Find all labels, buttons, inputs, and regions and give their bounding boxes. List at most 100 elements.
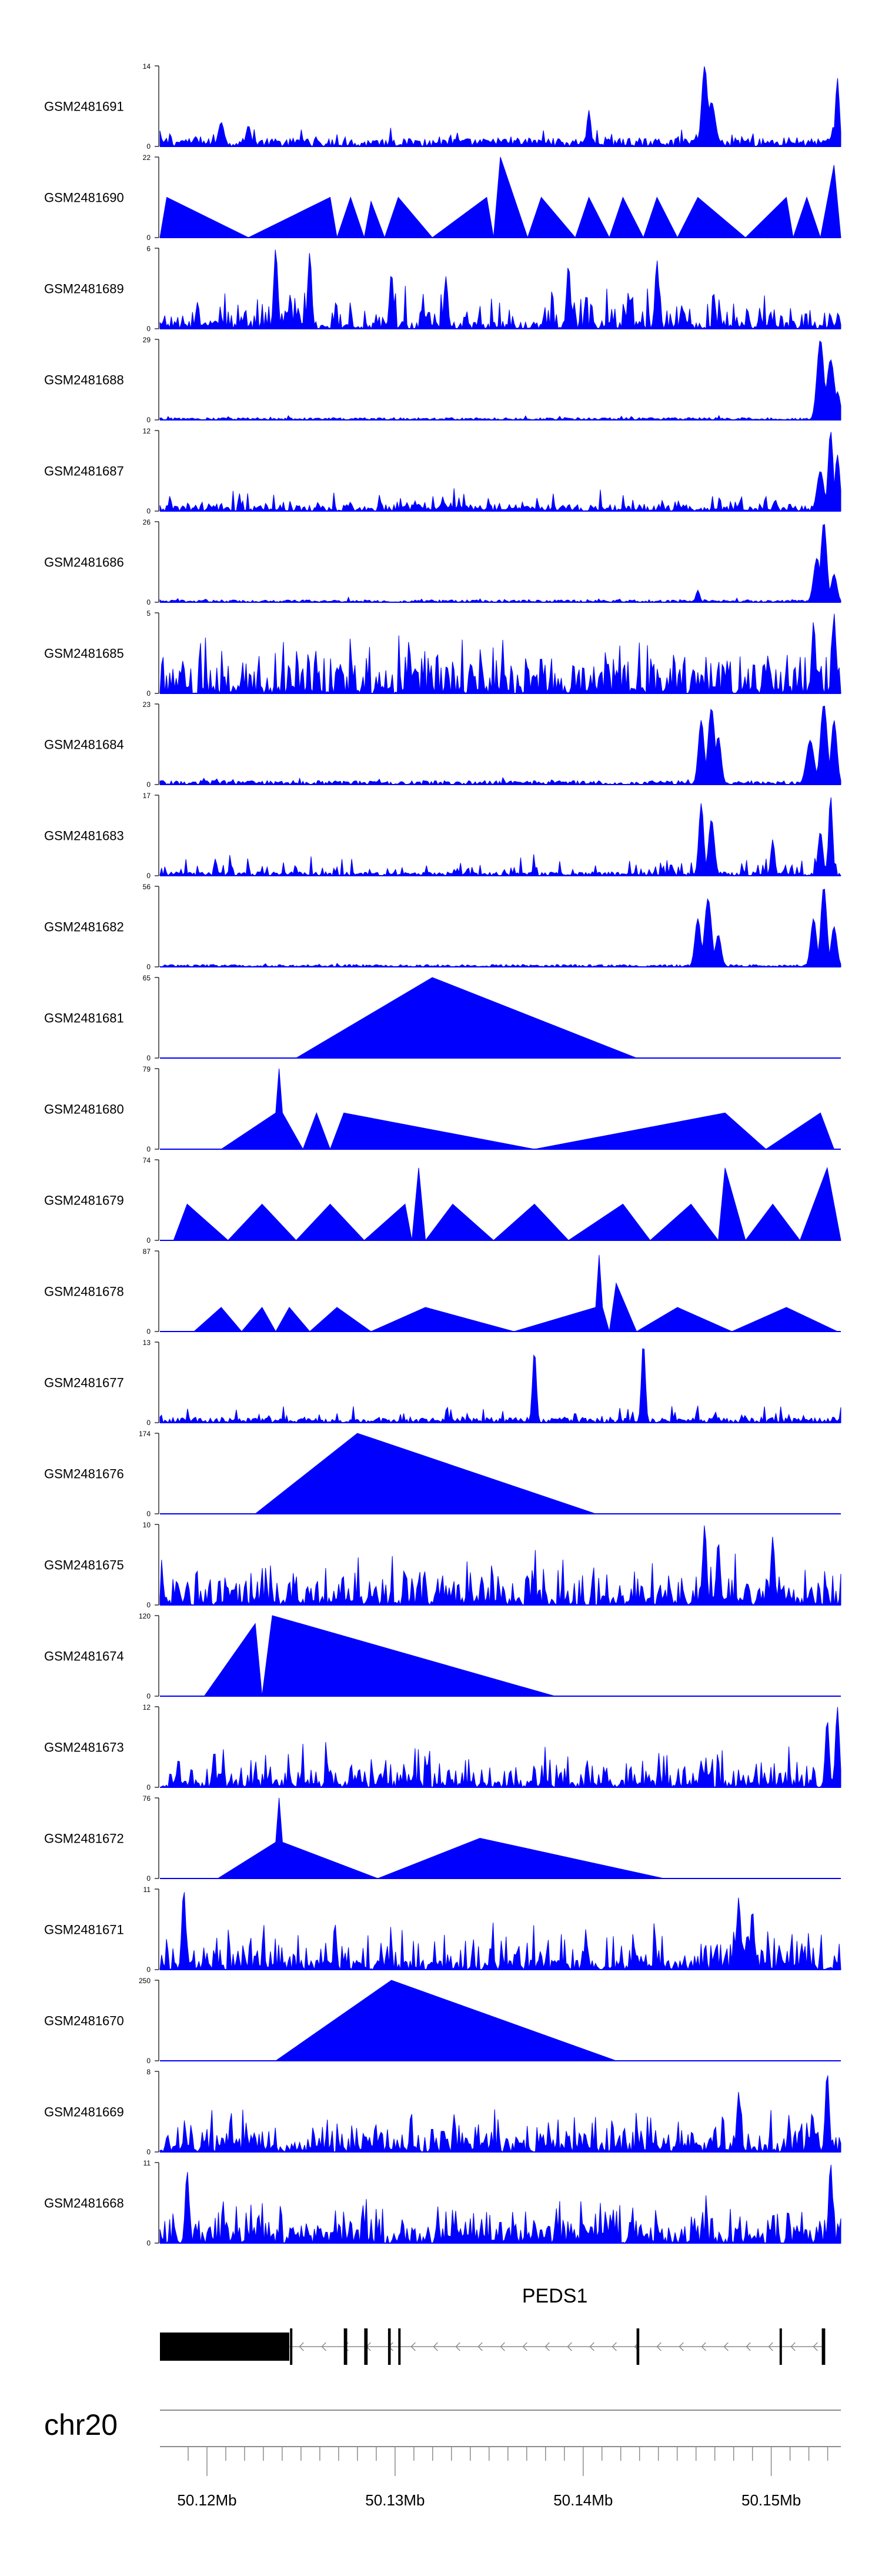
track-GSM2481689: GSM2481689 6 0	[44, 245, 841, 333]
y-min-label: 0	[146, 598, 151, 606]
y-min-label: 0	[146, 1783, 151, 1791]
coverage-area	[159, 1348, 841, 1424]
y-max-label: 12	[143, 427, 151, 435]
y-max-label: 8	[146, 2068, 151, 2076]
track-label: GSM2481674	[44, 1649, 124, 1664]
y-max-label: 6	[146, 245, 151, 253]
strand-chevron	[612, 2342, 617, 2351]
track-GSM2481683: GSM2481683 17 0	[44, 792, 841, 880]
y-min-label: 0	[146, 1145, 151, 1153]
strand-chevron	[723, 2342, 729, 2351]
coverage-area	[159, 705, 841, 786]
y-max-label: 76	[143, 1794, 151, 1803]
y-max-label: 11	[143, 2159, 151, 2167]
gene-name: PEDS1	[522, 2285, 588, 2307]
track-label: GSM2481681	[44, 1011, 124, 1026]
track-label: GSM2481670	[44, 2014, 124, 2028]
exon	[160, 2333, 289, 2361]
track-label: GSM2481678	[44, 1284, 124, 1299]
track-label: GSM2481683	[44, 829, 124, 843]
track-label: GSM2481668	[44, 2196, 124, 2211]
track-GSM2481672: GSM2481672 76 0	[44, 1794, 841, 1883]
strand-chevron	[567, 2342, 572, 2351]
axis-tick-label: 50.13Mb	[365, 2491, 425, 2509]
coverage-area	[159, 2075, 841, 2153]
y-max-label: 65	[143, 974, 151, 982]
y-max-label: 79	[143, 1065, 151, 1073]
track-label: GSM2481677	[44, 1376, 124, 1390]
coverage-area	[159, 340, 841, 421]
y-max-label: 10	[143, 1521, 151, 1529]
strand-chevron	[679, 2342, 684, 2351]
y-min-label: 0	[146, 2148, 151, 2156]
exon	[343, 2328, 348, 2365]
track-label: GSM2481682	[44, 920, 124, 935]
y-max-label: 13	[143, 1339, 151, 1347]
track-label: GSM2481689	[44, 282, 124, 296]
coverage-area	[193, 1254, 838, 1333]
track-GSM2481673: GSM2481673 12 0	[44, 1703, 841, 1791]
exon	[821, 2328, 826, 2365]
y-max-label: 17	[143, 792, 151, 800]
track-GSM2481690: GSM2481690 22 0	[44, 154, 841, 242]
track-label: GSM2481685	[44, 646, 124, 661]
coverage-area	[159, 2164, 841, 2244]
tracks-layer: GSM2481691140GSM2481690220GSM248168960GS…	[44, 62, 841, 2247]
coverage-area	[159, 156, 841, 239]
exon	[636, 2328, 640, 2365]
coverage-area	[159, 432, 841, 512]
y-min-label: 0	[146, 1236, 151, 1244]
track-GSM2481677: GSM2481677 13 0	[44, 1339, 841, 1427]
y-min-label: 0	[146, 325, 151, 333]
y-max-label: 174	[139, 1430, 151, 1438]
y-max-label: 5	[146, 609, 151, 618]
coverage-area	[159, 524, 841, 603]
coverage-area	[159, 1892, 841, 1971]
track-GSM2481676: GSM2481676 174 0	[44, 1430, 841, 1518]
y-min-label: 0	[146, 233, 151, 242]
y-min-label: 0	[146, 1419, 151, 1427]
y-max-label: 12	[143, 1703, 151, 1711]
track-GSM2481684: GSM2481684 23 0	[44, 700, 841, 789]
axis-tick-label: 50.14Mb	[553, 2491, 613, 2509]
strand-chevron	[544, 2342, 550, 2351]
y-min-label: 0	[146, 142, 151, 151]
coverage-area	[159, 249, 841, 330]
axis-tick-label: 50.15Mb	[741, 2491, 801, 2509]
coverage-area	[159, 889, 841, 967]
strand-chevron	[500, 2342, 505, 2351]
y-min-label: 0	[146, 689, 151, 698]
track-label: GSM2481680	[44, 1102, 124, 1117]
coverage-area	[254, 1433, 596, 1514]
y-max-label: 22	[143, 154, 151, 162]
coverage-area	[173, 1166, 841, 1242]
track-GSM2481685: GSM2481685 5 0	[44, 609, 841, 698]
track-label: GSM2481669	[44, 2105, 124, 2120]
track-label: GSM2481673	[44, 1740, 124, 1755]
y-max-label: 87	[143, 1247, 151, 1256]
track-GSM2481687: GSM2481687 12 0	[44, 427, 841, 515]
strand-chevron	[790, 2342, 796, 2351]
track-label: GSM2481688	[44, 373, 124, 388]
strand-chevron	[477, 2342, 483, 2351]
y-max-label: 11	[143, 1886, 151, 1894]
coverage-area	[220, 1068, 835, 1150]
chromosome-label: chr20	[44, 2408, 118, 2441]
strand-chevron	[768, 2342, 773, 2351]
coverage-area	[159, 797, 841, 877]
track-GSM2481681: GSM2481681 65 0	[44, 974, 841, 1062]
strand-chevron	[813, 2342, 818, 2351]
genome-axis: chr20 50.12Mb 50.13Mb 50.14Mb 50.15Mb	[44, 2408, 841, 2509]
y-min-label: 0	[146, 1966, 151, 1974]
coverage-area	[159, 66, 841, 148]
track-label: GSM2481691	[44, 99, 124, 114]
y-min-label: 0	[146, 2057, 151, 2065]
y-min-label: 0	[146, 780, 151, 789]
track-label: GSM2481672	[44, 1831, 124, 1846]
track-GSM2481670: GSM2481670 250 0	[44, 1977, 841, 2065]
track-GSM2481686: GSM2481686 26 0	[44, 518, 841, 606]
track-label: GSM2481679	[44, 1193, 124, 1208]
track-label: GSM2481675	[44, 1558, 124, 1573]
track-GSM2481679: GSM2481679 74 0	[44, 1156, 841, 1244]
strand-chevron	[746, 2342, 751, 2351]
